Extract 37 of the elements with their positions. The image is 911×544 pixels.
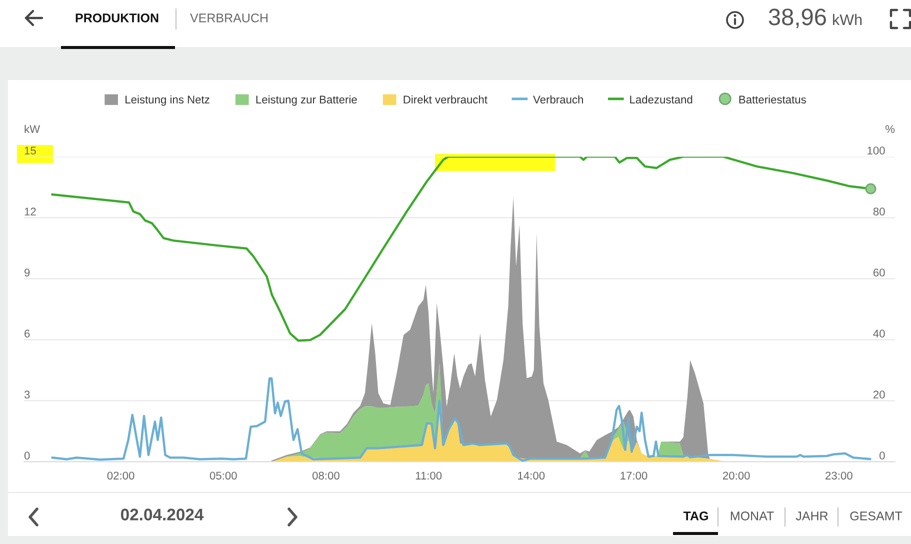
y2-tick-label: 60	[873, 268, 885, 277]
text: kWh	[833, 14, 862, 25]
legend-label: Verbrauch	[533, 95, 583, 104]
x-tick-label: 08:00	[312, 472, 340, 480]
text: 02.04.2024	[120, 508, 204, 520]
y2-tick-label: 100	[868, 146, 885, 155]
y-tick-label: 0	[24, 452, 30, 460]
text: JAHR	[796, 512, 828, 520]
text: 38,96	[768, 8, 826, 28]
legend-label: Ladezustand	[630, 95, 692, 104]
text: TAG	[683, 512, 708, 520]
x-tick-label: 20:00	[722, 472, 750, 480]
y2-tick-label: 20	[873, 390, 885, 399]
y2-axis-title: %	[886, 125, 895, 133]
y-tick-label: 3	[24, 390, 30, 399]
y2-tick-label: 40	[873, 330, 885, 338]
text: PRODUKTION	[76, 14, 158, 22]
y-tick-label: 6	[24, 330, 30, 338]
y-tick-label: 12	[24, 208, 36, 216]
x-tick-label: 11:00	[416, 472, 442, 480]
text: GESAMT	[850, 512, 902, 520]
legend-label: Leistung zur Batterie	[256, 95, 357, 106]
x-tick-label: 05:00	[210, 472, 237, 480]
legend-label: Leistung ins Netz	[126, 95, 210, 106]
x-tick-label: 23:00	[826, 472, 852, 480]
x-tick-label: 17:00	[620, 472, 648, 480]
y-tick-label: 15	[24, 146, 36, 155]
y-tick-label: 9	[24, 268, 30, 277]
text: MONAT	[730, 512, 774, 520]
legend-label: Batteriestatus	[739, 95, 806, 104]
x-tick-label: 02:00	[107, 472, 134, 480]
y-axis-title: kW	[24, 124, 40, 133]
x-tick-label: 14:00	[518, 472, 545, 480]
legend-label: Direkt verbraucht	[404, 95, 488, 104]
y2-tick-label: 0	[880, 452, 885, 460]
text: VERBRAUCH	[190, 14, 268, 22]
y2-tick-label: 80	[873, 208, 885, 216]
